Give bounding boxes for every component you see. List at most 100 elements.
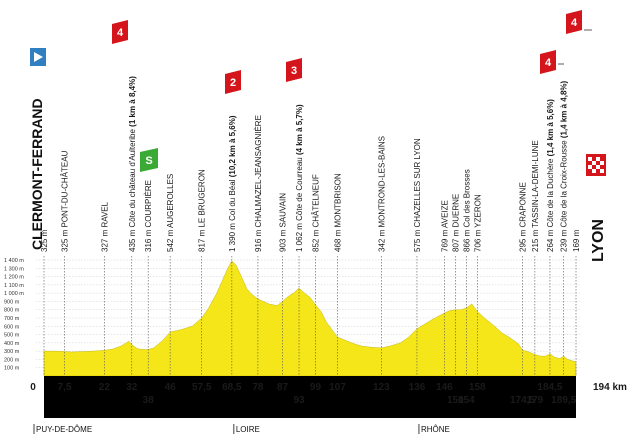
waypoint-label: 542 m AUGEROLLES bbox=[166, 174, 175, 252]
region-label: RHÔNE bbox=[421, 425, 450, 434]
waypoint-label-text: 706 m YZERON bbox=[473, 194, 482, 252]
y-tick-label: 1 100 m bbox=[4, 283, 24, 289]
waypoint-label-text: 807 m DUERNE bbox=[451, 194, 460, 252]
y-axis-ticks: 1 400 m 1 300 m 1 200 m 1 100 m 1 000 m 900 m… bbox=[4, 258, 24, 372]
y-tick-label: 1 200 m bbox=[4, 275, 24, 281]
waypoint-label: 215 m TASSIN-LA-DEMI-LUNE bbox=[531, 140, 540, 252]
finish-flag-check bbox=[596, 165, 600, 169]
km-marker-bottom: 38 bbox=[143, 395, 155, 406]
waypoint-label: 852 m CHÂTELNEUF bbox=[311, 174, 320, 252]
y-tick-label: 1 400 m bbox=[4, 258, 24, 264]
waypoint-label-text: 342 m MONTROND-LES-BAINS bbox=[377, 136, 386, 252]
finish-flag-check bbox=[592, 161, 596, 165]
waypoint-label: 817 m LE BRUGERON bbox=[198, 169, 207, 252]
km-marker-top: 46 bbox=[165, 382, 177, 393]
waypoint-lines bbox=[43, 256, 577, 376]
climb-flag-cat4-label: 4 bbox=[571, 17, 578, 29]
waypoint-label: 435 m Côte du château d'Aulteribe (1 km … bbox=[128, 76, 137, 252]
profile-area-group bbox=[43, 260, 577, 377]
finish-flag-check bbox=[592, 169, 596, 173]
waypoint-label: 1 062 m Côte de Courreau (4 km à 5,7%) bbox=[295, 104, 304, 252]
km-marker-top: 99 bbox=[310, 382, 322, 393]
waypoint-label-text: 325 m PONT-DU-CHÂTEAU bbox=[61, 150, 70, 252]
waypoint-label: 342 m MONTROND-LES-BAINS bbox=[377, 136, 386, 252]
sprint-flag-label: S bbox=[145, 155, 152, 167]
km-strip bbox=[44, 376, 576, 418]
climb-flag-cat3 bbox=[286, 58, 302, 82]
y-tick-label: 600 m bbox=[4, 324, 20, 330]
waypoint-label: 903 m SAUVAIN bbox=[279, 193, 288, 252]
y-tick-label: 1 000 m bbox=[4, 291, 24, 297]
waypoint-label-text: 169 m bbox=[572, 229, 581, 252]
waypoint-label-text: 327 m RAVEL bbox=[100, 201, 109, 252]
km-marker-top: 184,5 bbox=[537, 382, 562, 393]
km-marker-top: 107 bbox=[329, 382, 346, 393]
waypoint-labels: 325 m 325 m PONT-DU-CHÂTEAU 327 m RAVEL 435… bbox=[40, 76, 581, 252]
km-marker-bottom: 179 bbox=[527, 395, 544, 406]
waypoint-label-text: 769 m AVEIZE bbox=[440, 200, 449, 252]
waypoint-label: 1 390 m Col du Béal (10,2 km à 5,6%) bbox=[228, 115, 237, 252]
finish-flag-check bbox=[600, 161, 604, 165]
waypoint-label-text: 916 m CHALMAZEL-JEANSAGNIÈRE bbox=[254, 115, 263, 252]
km-marker-top: 57,5 bbox=[192, 382, 212, 393]
y-tick-label: 200 m bbox=[4, 357, 20, 363]
waypoint-label: 769 m AVEIZE bbox=[440, 200, 449, 252]
waypoint-label-text: 239 m Côte de la Croix-Rousse bbox=[560, 138, 569, 252]
km-marker-top: 78 bbox=[252, 382, 264, 393]
km-marker-top: 7,5 bbox=[58, 382, 72, 393]
km-marker-top: 158 bbox=[469, 382, 486, 393]
km-marker-top: 146 bbox=[436, 382, 453, 393]
waypoint-label-text: 316 m COURPIÈRE bbox=[144, 180, 153, 252]
climb-flag-cat4 bbox=[112, 20, 128, 44]
waypoint-label: 866 m Col des Brosses bbox=[462, 169, 471, 252]
climb-flag-cat2-label: 2 bbox=[230, 77, 236, 89]
km-marker-top: 68,5 bbox=[222, 382, 242, 393]
finish-flag-check bbox=[588, 165, 592, 169]
waypoint-label-text: 264 m Côte de la Duchère bbox=[546, 156, 555, 252]
waypoint-label: 325 m bbox=[40, 229, 49, 252]
start-arrow-icon bbox=[34, 52, 43, 62]
waypoint-label: 316 m COURPIÈRE bbox=[144, 180, 153, 252]
waypoint-label: 575 m CHAZELLES SUR LYON bbox=[413, 138, 422, 252]
waypoint-label-climb-detail: (1,4 km à 4,8%) bbox=[560, 80, 569, 138]
km-marker-top: 32 bbox=[126, 382, 138, 393]
waypoint-label-text: 542 m AUGEROLLES bbox=[166, 174, 175, 252]
elevation-profile-area bbox=[43, 260, 577, 377]
waypoint-label-climb-detail: (4 km à 5,7%) bbox=[295, 104, 304, 155]
y-tick-label: 900 m bbox=[4, 299, 20, 305]
waypoint-label-climb-detail: (1 km à 8,4%) bbox=[128, 76, 137, 127]
waypoint-label: 468 m MONTBRISON bbox=[333, 173, 342, 252]
waypoint-label-climb-detail: (10,2 km à 5,6%) bbox=[228, 115, 237, 177]
climb-flag-cat4-label: 4 bbox=[545, 57, 552, 69]
sprint-flag bbox=[140, 148, 158, 172]
finish-flag-check bbox=[588, 157, 592, 161]
climb-flag-cat3-label: 3 bbox=[291, 65, 297, 77]
y-tick-label: 700 m bbox=[4, 316, 20, 322]
waypoint-label: 169 m bbox=[572, 229, 581, 252]
waypoint-label-climb-detail: (1,4 km à 5,6%) bbox=[546, 99, 555, 157]
waypoint-label: 239 m Côte de la Croix-Rousse (1,4 km à … bbox=[560, 80, 569, 252]
y-tick-label: 1 300 m bbox=[4, 266, 24, 272]
waypoint-label-text: 575 m CHAZELLES SUR LYON bbox=[413, 138, 422, 252]
waypoint-label-text: 325 m bbox=[40, 229, 49, 252]
y-tick-label: 300 m bbox=[4, 349, 20, 355]
waypoint-label: 327 m RAVEL bbox=[100, 201, 109, 252]
y-tick-label: 800 m bbox=[4, 308, 20, 314]
y-tick-label: 400 m bbox=[4, 341, 20, 347]
km-markers: 0 7,5 22 32 46 57,5 68,5 78 87 99 107 123 136 146 158 1… bbox=[30, 382, 627, 406]
waypoint-label: 916 m CHALMAZEL-JEANSAGNIÈRE bbox=[254, 115, 263, 252]
waypoint-label: 325 m PONT-DU-CHÂTEAU bbox=[61, 150, 70, 252]
km-marker-bottom: 154 bbox=[458, 395, 475, 406]
km-marker-top: 123 bbox=[373, 382, 390, 393]
finish-city-label: LYON bbox=[590, 219, 607, 262]
climb-flag-cat4-label: 4 bbox=[117, 27, 124, 39]
start-city-label: CLERMONT-FERRAND bbox=[29, 98, 45, 250]
km-marker-bottom: 93 bbox=[293, 395, 305, 406]
waypoint-label-text: 215 m TASSIN-LA-DEMI-LUNE bbox=[531, 140, 540, 252]
region-label: LOIRE bbox=[236, 425, 260, 434]
y-tick-label: 100 m bbox=[4, 366, 20, 372]
waypoint-label-text: 468 m MONTBRISON bbox=[333, 173, 342, 252]
km-marker-top: 22 bbox=[99, 382, 111, 393]
climb-flag-cat4 bbox=[566, 10, 582, 34]
